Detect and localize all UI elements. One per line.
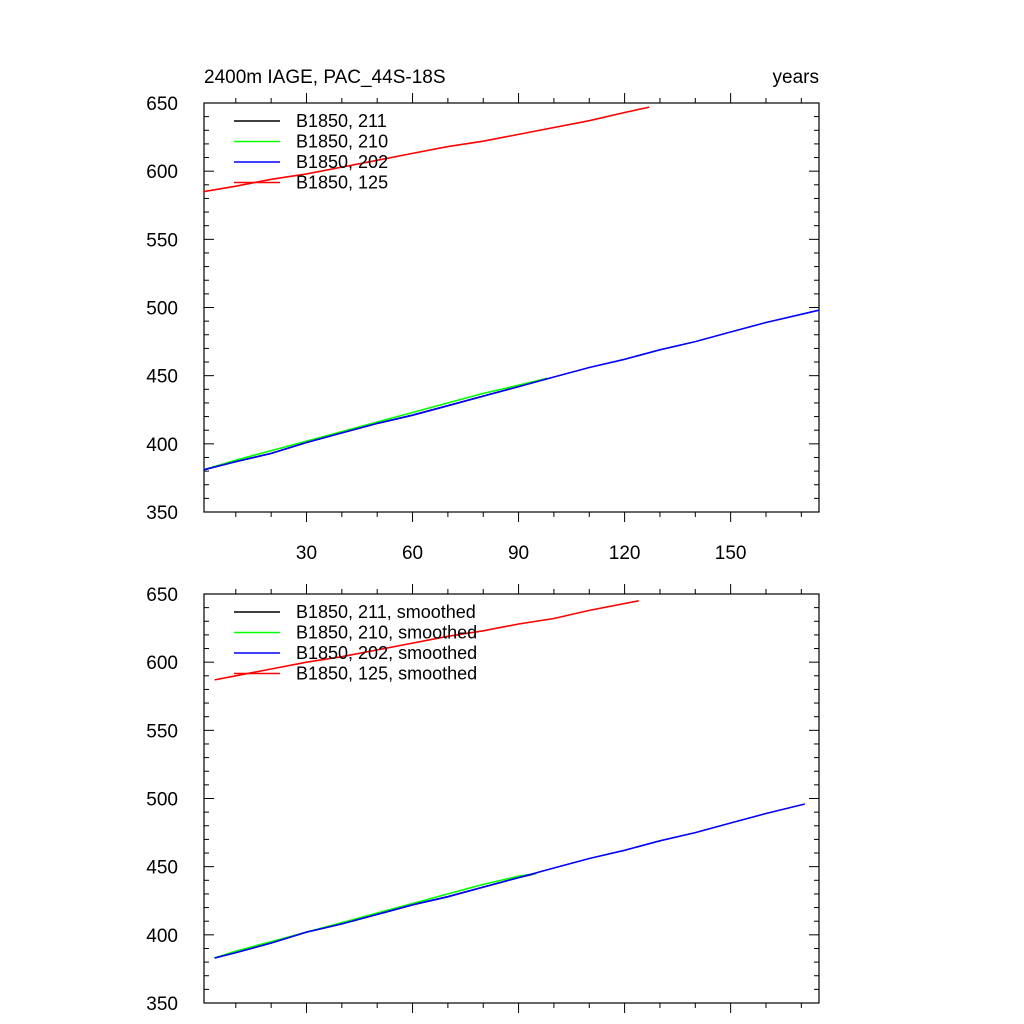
bottom-panel: 350 400 450 500 550 600 650 B1850, 211, smoothe… (146, 584, 820, 1015)
legend-entry: B1850, 210 (296, 132, 388, 152)
legend-entry: B1850, 211, smoothed (296, 602, 476, 622)
y-tick-label: 600 (146, 162, 178, 183)
chart-title: 2400m IAGE, PAC_44S-18S (204, 67, 446, 88)
y-tick-label: 550 (146, 721, 178, 742)
x-tick-label: 30 (296, 543, 317, 564)
y-tick-label: 450 (146, 858, 178, 879)
y-tick-label: 650 (146, 585, 178, 606)
legend-entry: B1850, 202 (296, 152, 388, 172)
x-tick-label: 90 (508, 543, 529, 564)
x-tick-label: 150 (715, 543, 747, 564)
series-line-1 (214, 872, 537, 959)
legend-entry: B1850, 125 (296, 173, 388, 193)
y-tick-label: 400 (146, 926, 178, 947)
y-tick-label: 550 (146, 230, 178, 251)
top-panel: 350 400 450 500 550 600 650 30 60 90 120 150 B1850, … (146, 93, 820, 564)
series-line-2 (214, 803, 806, 959)
y-tick-label: 350 (146, 994, 178, 1015)
y-tick-label: 450 (146, 367, 178, 388)
y-tick-label: 650 (146, 94, 178, 115)
y-tick-label: 500 (146, 299, 178, 320)
series-line-1 (203, 377, 547, 471)
series-line-3 (203, 106, 650, 193)
units-label: years (773, 67, 819, 88)
x-tick-label: 120 (609, 543, 641, 564)
y-tick-label: 600 (146, 653, 178, 674)
legend-entry: B1850, 210, smoothed (296, 623, 477, 643)
legend-entry: B1850, 211 (296, 111, 387, 131)
legend-entry: B1850, 202, smoothed (296, 643, 477, 663)
series-line-3 (214, 600, 639, 681)
series-line-2 (203, 309, 820, 471)
y-tick-label: 350 (146, 503, 178, 524)
y-tick-label: 500 (146, 790, 178, 811)
legend-entry: B1850, 125, smoothed (296, 664, 477, 684)
x-tick-label: 60 (402, 543, 423, 564)
y-tick-label: 400 (146, 435, 178, 456)
